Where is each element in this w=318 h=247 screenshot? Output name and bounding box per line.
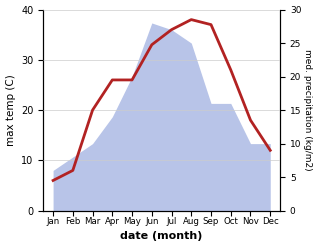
Y-axis label: max temp (C): max temp (C) bbox=[5, 74, 16, 146]
Y-axis label: med. precipitation (kg/m2): med. precipitation (kg/m2) bbox=[303, 49, 313, 171]
X-axis label: date (month): date (month) bbox=[121, 231, 203, 242]
